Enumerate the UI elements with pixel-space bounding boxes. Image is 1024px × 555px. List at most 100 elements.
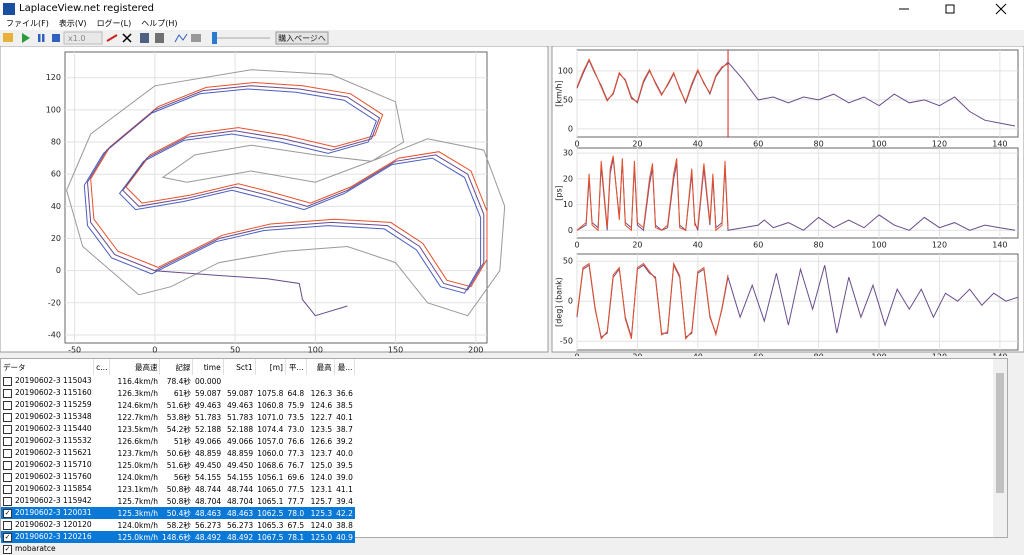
camera-button[interactable]: [191, 34, 201, 42]
stop-button[interactable]: [52, 34, 60, 42]
pause-button[interactable]: [38, 34, 41, 42]
table-cell: 64.8: [287, 388, 305, 398]
row-checkbox[interactable]: [3, 448, 12, 458]
y-tick-label: 100: [46, 105, 61, 114]
column-header[interactable]: 記録: [159, 359, 194, 375]
series-line: [83, 88, 482, 294]
row-checkbox[interactable]: [3, 376, 12, 386]
row-checkbox[interactable]: [3, 496, 12, 506]
window-controls[interactable]: [884, 0, 1024, 18]
table-row[interactable]: 20190602-3 115760 124.0km/h 56秒 54.155 54.15…: [1, 471, 355, 483]
title-bar: LaplaceView.net registered: [0, 0, 1024, 18]
column-header[interactable]: [m]: [255, 359, 286, 375]
menu-item[interactable]: ヘルプ(H): [141, 19, 178, 28]
play-button[interactable]: [22, 33, 30, 43]
table-cell: 73.5: [287, 412, 305, 422]
report-button[interactable]: [140, 33, 149, 43]
scroll-thumb[interactable]: [996, 373, 1004, 493]
graph-button[interactable]: [174, 33, 188, 43]
row-checkbox[interactable]: [3, 388, 12, 398]
cell-text: 20190602-3 115854: [15, 484, 92, 494]
menu-item[interactable]: 表示(V): [58, 19, 87, 28]
menu-item[interactable]: ファイル(F): [6, 19, 49, 28]
x-tick-label: 60: [753, 353, 763, 357]
x-tick-label: 60: [753, 241, 763, 250]
table-cell: [94, 399, 110, 411]
table-row[interactable]: 20190602-3 115532 126.6km/h 51秒 49.066 49.06…: [1, 435, 355, 447]
table-row[interactable]: 20190602-3 115440 123.5km/h 54.2秒 52.188 52.…: [1, 423, 355, 435]
table-cell: 39.0: [336, 472, 353, 482]
row-checkbox[interactable]: [3, 424, 12, 434]
mark-button[interactable]: [106, 34, 118, 42]
table-row[interactable]: 20190602-3 115942 125.7km/h 50.8秒 48.704 48.…: [1, 495, 355, 507]
row-checkbox[interactable]: [3, 400, 12, 410]
column-header[interactable]: Sct1: [223, 359, 256, 375]
row-checkbox[interactable]: [3, 484, 12, 494]
scrollbar[interactable]: [993, 359, 1007, 537]
menu-item[interactable]: ログー(L): [96, 19, 132, 28]
y-tick-label: 0: [568, 124, 573, 133]
app-icon: [3, 3, 15, 15]
table-row[interactable]: 20190602-3 115043 116.4km/h 78.4秒 00.000: [1, 375, 355, 387]
x-tick-label: -50: [68, 346, 81, 355]
speed-value: x1.0: [68, 34, 85, 43]
open-button[interactable]: [3, 33, 13, 42]
table-cell: 48.492: [192, 531, 224, 543]
table-cell: 1074.4: [257, 424, 284, 434]
table-cell: 126.6: [310, 436, 333, 446]
column-header[interactable]: データ: [1, 359, 95, 375]
table-row[interactable]: ✓ 20190602-3 120031 125.3km/h 50.4秒 48.463 48…: [1, 507, 355, 519]
table-row[interactable]: 20190602-3 115854 123.1km/h 50.8秒 48.744 48.…: [1, 483, 355, 495]
table-cell: 48.744: [194, 484, 222, 494]
table-cell: 39.5: [336, 460, 353, 470]
x-tick-label: 0: [574, 353, 579, 357]
table-row[interactable]: ✓ 20190602-3 120216 125.0km/h 148.6秒 48.492 4…: [1, 531, 355, 543]
seek-thumb[interactable]: [212, 32, 217, 44]
cell-text: 20190602-3 115043: [15, 376, 92, 386]
table-row[interactable]: 20190602-3 115621 123.7km/h 50.6秒 48.859 48.…: [1, 447, 355, 459]
buy-button[interactable]: [275, 31, 329, 45]
column-header[interactable]: 最高速: [109, 359, 161, 375]
menu-bar: ファイル(F) 表示(V) ログー(L) ヘルプ(H): [0, 18, 1024, 30]
table-row[interactable]: ✓ mobaratce: [1, 543, 355, 555]
table-cell: 49.450: [226, 460, 254, 470]
speed-select[interactable]: [63, 31, 103, 45]
close[interactable]: [995, 3, 1007, 15]
maximize[interactable]: [945, 4, 955, 14]
table-cell: 61秒: [173, 388, 191, 398]
table-cell: 51.783: [194, 412, 222, 422]
table-row[interactable]: 20190602-3 120120 124.0km/h 58.2秒 56.273 56.…: [1, 519, 355, 531]
table-cell: 51秒: [173, 436, 191, 446]
row-checkbox[interactable]: ✓: [3, 508, 12, 518]
export-button[interactable]: [155, 33, 164, 43]
column-header[interactable]: time: [192, 359, 224, 375]
table-row[interactable]: 20190602-3 115348 122.7km/h 53.8秒 51.783 51.…: [1, 411, 355, 423]
x-tick-label: 0: [152, 346, 157, 355]
row-checkbox[interactable]: ✓: [3, 544, 12, 554]
plot-frame: [576, 49, 1019, 138]
delete-button[interactable]: [122, 33, 132, 43]
table-cell: 76.6: [287, 436, 305, 446]
row-checkbox[interactable]: [3, 472, 12, 482]
row-checkbox[interactable]: [3, 436, 12, 446]
row-checkbox[interactable]: [3, 520, 12, 530]
row-checkbox[interactable]: [3, 460, 12, 470]
column-header[interactable]: c...: [93, 359, 111, 375]
table-row[interactable]: 20190602-3 115259 124.6km/h 51.6秒 49.463 49.…: [1, 399, 355, 411]
row-checkbox[interactable]: ✓: [3, 532, 12, 542]
table-cell: 38.5: [336, 400, 353, 410]
table-cell: 1060.8: [257, 400, 284, 410]
x-tick-label: 120: [932, 241, 947, 250]
table-cell: 51.783: [226, 412, 254, 422]
table-row[interactable]: 20190602-3 115710 125.0km/h 51.6秒 49.450 49.…: [1, 459, 355, 471]
table-cell: 56.273: [194, 520, 222, 530]
table-row[interactable]: 20190602-3 115160 126.3km/h 61秒 59.087 59.08…: [1, 387, 355, 399]
cell-text: 20190602-3 115160: [15, 388, 92, 398]
column-header[interactable]: 最高: [306, 359, 335, 375]
column-header[interactable]: 平...: [285, 359, 307, 375]
column-header[interactable]: 最...: [334, 359, 356, 375]
buy-button-label[interactable]: 購入ページへ: [278, 33, 326, 43]
table-cell: 1062.5: [255, 507, 286, 519]
row-checkbox[interactable]: [3, 412, 12, 422]
table-cell: 124.6km/h: [117, 400, 158, 410]
